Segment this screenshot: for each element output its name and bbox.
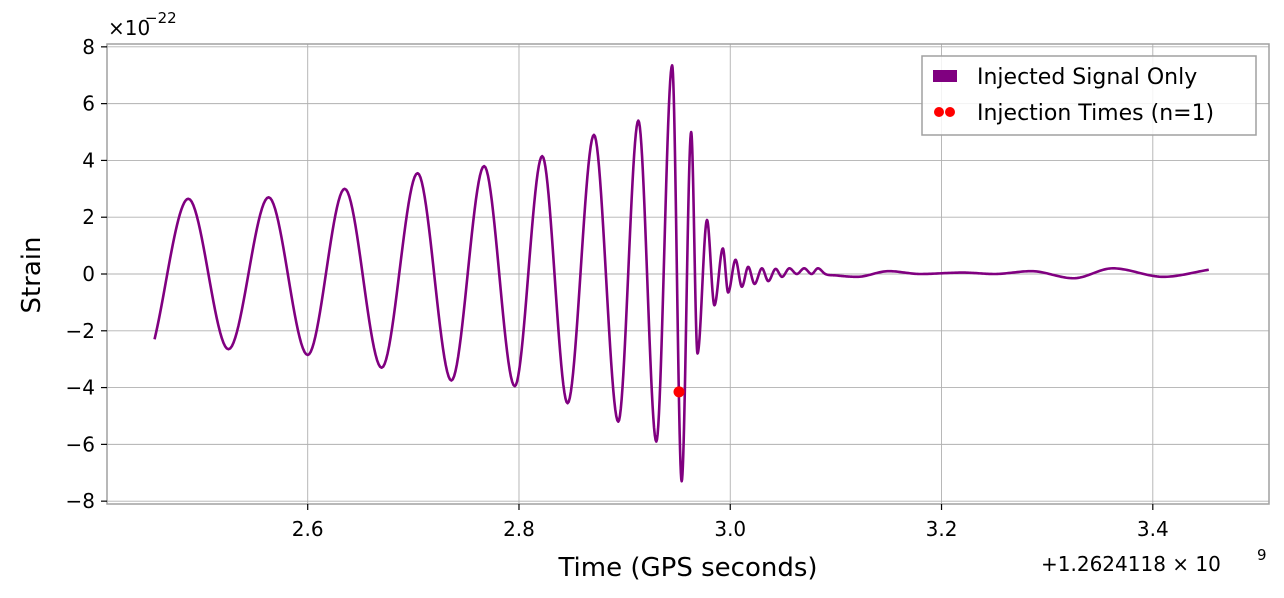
y-tick-label: −6 <box>66 432 95 456</box>
y-tick-label: 4 <box>82 148 95 172</box>
x-tick-label: 3.2 <box>926 517 958 541</box>
y-tick-label: 6 <box>82 92 95 116</box>
x-offset-text: +1.2624118 × 10 <box>1041 552 1221 576</box>
x-tick-label: 3.4 <box>1137 517 1169 541</box>
y-tick-label: 0 <box>82 262 95 286</box>
x-axis-label: Time (GPS seconds) <box>557 553 817 583</box>
marker-layer <box>673 386 685 398</box>
y-tick-label: −4 <box>66 376 95 400</box>
y-axis-label: Strain <box>17 236 47 313</box>
legend-label-injection: Injection Times (n=1) <box>977 101 1214 126</box>
legend-swatch-signal <box>933 70 957 82</box>
injection-time-marker <box>673 386 685 398</box>
legend-label-signal: Injected Signal Only <box>977 65 1197 90</box>
x-tick-label: 2.6 <box>292 517 324 541</box>
legend: Injected Signal Only Injection Times (n=… <box>921 55 1257 136</box>
x-tick-label: 3.0 <box>714 517 746 541</box>
x-offset-exponent: 9 <box>1257 546 1267 564</box>
signal-layer <box>153 64 1209 483</box>
y-scale-exponent: −22 <box>145 9 177 27</box>
legend-marker-dot <box>945 107 955 117</box>
x-ticks: 2.6 2.8 3.0 3.2 3.4 <box>292 504 1169 541</box>
y-tick-label: 2 <box>82 205 95 229</box>
legend-marker-dot <box>934 107 944 117</box>
y-scale-base: ×10 <box>108 16 150 40</box>
legend-frame <box>921 55 1257 136</box>
x-tick-label: 2.8 <box>503 517 535 541</box>
y-tick-label: −2 <box>66 319 95 343</box>
signal-line <box>153 64 1209 483</box>
y-tick-label: 8 <box>82 35 95 59</box>
y-tick-label: −8 <box>66 489 95 513</box>
y-ticks: −8 −6 −4 −2 0 2 4 6 8 <box>66 35 107 513</box>
